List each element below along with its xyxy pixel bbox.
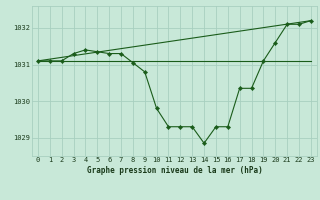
X-axis label: Graphe pression niveau de la mer (hPa): Graphe pression niveau de la mer (hPa) [86, 166, 262, 175]
